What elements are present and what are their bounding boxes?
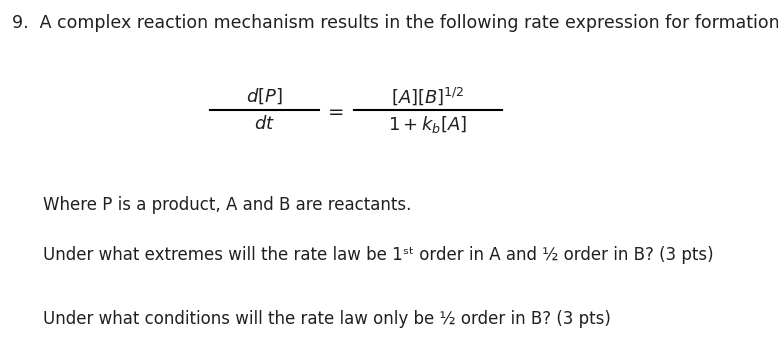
Text: Where P is a product, A and B are reactants.: Where P is a product, A and B are reacta… [43, 196, 411, 214]
Text: $[A][B]^{1/2}$: $[A][B]^{1/2}$ [391, 85, 464, 107]
Text: Under what extremes will the rate law be 1ˢᵗ order in A and ½ order in B? (3 pts: Under what extremes will the rate law be… [43, 246, 713, 264]
Text: $dt$: $dt$ [254, 115, 275, 133]
Text: $=$: $=$ [324, 100, 345, 120]
Text: $1 + k_b[A]$: $1 + k_b[A]$ [388, 114, 468, 135]
Text: 9.  A complex reaction mechanism results in the following rate expression for fo: 9. A complex reaction mechanism results … [12, 14, 778, 32]
Text: $d[P]$: $d[P]$ [246, 86, 283, 106]
Text: Under what conditions will the rate law only be ½ order in B? (3 pts): Under what conditions will the rate law … [43, 310, 611, 327]
